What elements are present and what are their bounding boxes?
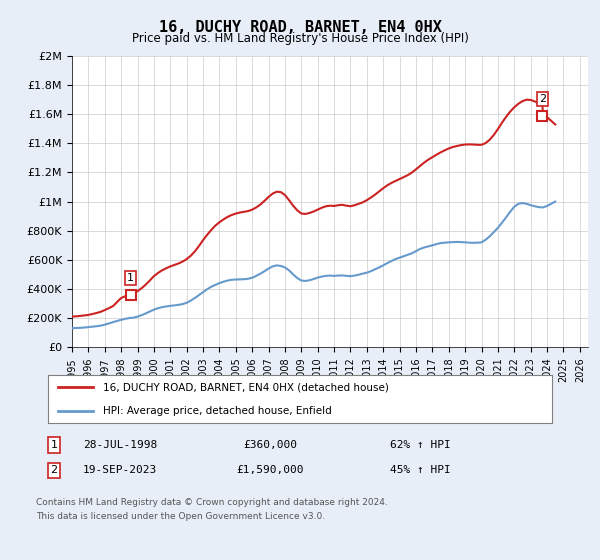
Text: This data is licensed under the Open Government Licence v3.0.: This data is licensed under the Open Gov… <box>36 512 325 521</box>
Text: 19-SEP-2023: 19-SEP-2023 <box>83 465 157 475</box>
Text: 2: 2 <box>539 94 546 104</box>
Text: 16, DUCHY ROAD, BARNET, EN4 0HX (detached house): 16, DUCHY ROAD, BARNET, EN4 0HX (detache… <box>103 382 389 392</box>
Text: 2: 2 <box>50 465 58 475</box>
Text: 45% ↑ HPI: 45% ↑ HPI <box>389 465 451 475</box>
Text: £360,000: £360,000 <box>243 440 297 450</box>
Text: 62% ↑ HPI: 62% ↑ HPI <box>389 440 451 450</box>
Text: 1: 1 <box>127 273 134 283</box>
Text: 16, DUCHY ROAD, BARNET, EN4 0HX: 16, DUCHY ROAD, BARNET, EN4 0HX <box>158 20 442 35</box>
Text: 1: 1 <box>50 440 58 450</box>
Text: Contains HM Land Registry data © Crown copyright and database right 2024.: Contains HM Land Registry data © Crown c… <box>36 498 388 507</box>
Text: HPI: Average price, detached house, Enfield: HPI: Average price, detached house, Enfi… <box>103 406 332 416</box>
Text: Price paid vs. HM Land Registry's House Price Index (HPI): Price paid vs. HM Land Registry's House … <box>131 32 469 45</box>
Text: £1,590,000: £1,590,000 <box>236 465 304 475</box>
Text: 28-JUL-1998: 28-JUL-1998 <box>83 440 157 450</box>
